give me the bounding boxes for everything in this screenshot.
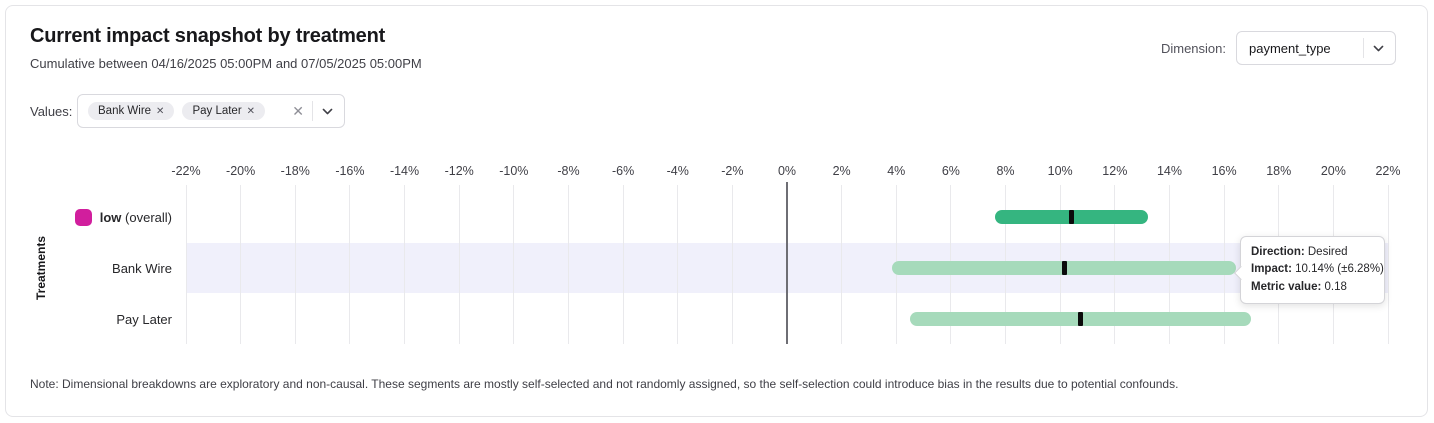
gridline <box>841 185 843 344</box>
row-label: Bank Wire <box>6 254 172 282</box>
chip-label: Pay Later <box>192 105 242 117</box>
date-range-subtitle: Cumulative between 04/16/2025 05:00PM an… <box>30 56 422 71</box>
axis-tick-label: 14% <box>1156 164 1182 178</box>
selected-value-chips: Bank Wire ✕ Pay Later ✕ <box>88 102 288 120</box>
axis-tick-label: -6% <box>611 164 635 178</box>
dimension-selected-value: payment_type <box>1249 40 1331 56</box>
row-label-text: Pay Later <box>116 311 172 327</box>
tooltip-row-label: Impact: <box>1251 263 1292 276</box>
axis-tick-label: 10% <box>1047 164 1073 178</box>
axis-tick-label: 2% <box>832 164 851 178</box>
chevron-down-icon <box>1372 42 1385 55</box>
chip-remove-icon[interactable]: ✕ <box>156 105 165 117</box>
dimension-select[interactable]: payment_type <box>1236 31 1396 65</box>
axis-tick-label: 8% <box>996 164 1015 178</box>
chip-remove-icon[interactable]: ✕ <box>246 105 256 117</box>
gridline <box>567 185 569 344</box>
gridline <box>622 185 624 344</box>
values-multiselect[interactable]: Bank Wire ✕ Pay Later ✕ ✕ <box>77 94 345 128</box>
axis-tick-label: -10% <box>499 164 529 178</box>
axis-tick-label: 0% <box>777 164 797 178</box>
tooltip-row-label: Direction: <box>1251 246 1305 258</box>
divider <box>312 101 313 121</box>
axis-tick-label: 12% <box>1102 164 1128 178</box>
row-label: low (overall) <box>6 203 172 231</box>
row-label-text: low (overall) <box>99 209 172 225</box>
tooltip-row: Metric value: 0.18 <box>1251 280 1347 293</box>
row-label: Pay Later <box>6 305 172 333</box>
filter-chip[interactable]: Pay Later ✕ <box>182 102 266 120</box>
gridline <box>185 185 187 344</box>
axis-tick-label: -4% <box>666 164 689 178</box>
gridline <box>513 185 515 344</box>
gridline <box>349 185 351 344</box>
clear-all-icon[interactable]: ✕ <box>292 102 304 119</box>
axis-tick-label: -12% <box>444 164 474 178</box>
chevron-down-icon[interactable] <box>321 105 334 118</box>
axis-tick-label: 4% <box>887 164 906 178</box>
tooltip-row: Impact: 10.14% (±6.28%) <box>1251 263 1384 276</box>
gridline <box>458 185 460 344</box>
gridline <box>404 185 406 344</box>
impact-center-tick <box>1068 210 1074 224</box>
page-title: Current impact snapshot by treatment <box>30 25 386 47</box>
axis-tick-label: -22% <box>171 164 201 178</box>
chip-label: Bank Wire <box>98 105 152 117</box>
tooltip: Direction: Desired Impact: 10.14% (±6.28%… <box>1233 236 1385 304</box>
tooltip-row-label: Metric value: <box>1251 280 1322 293</box>
axis-tick-label: -20% <box>226 164 256 178</box>
axis-tick-label: -8% <box>557 164 580 178</box>
legend-swatch <box>74 208 92 226</box>
tooltip-row: Direction: Desired <box>1251 246 1348 258</box>
gridline <box>294 185 296 344</box>
row-label-text: Bank Wire <box>112 260 172 276</box>
axis-tick-label: -2% <box>721 164 744 178</box>
axis-tick-label: 16% <box>1211 164 1237 178</box>
axis-tick-label: -18% <box>280 164 310 178</box>
impact-center-tick <box>1061 261 1067 275</box>
impact-snapshot-card: Current impact snapshot by treatment Cum… <box>5 5 1428 417</box>
values-label: Values: <box>30 104 73 119</box>
axis-tick-label: 22% <box>1375 164 1401 178</box>
footnote: Note: Dimensional breakdowns are explora… <box>30 377 1179 391</box>
divider <box>1363 38 1364 58</box>
axis-tick-label: -14% <box>389 164 420 178</box>
zero-baseline <box>786 182 788 344</box>
impact-chart: Treatments -22% -20% -18% -16% -14% -12% -10% -… <box>6 6 1427 416</box>
axis-tick-label: 6% <box>941 164 960 178</box>
impact-center-tick <box>1078 312 1084 326</box>
gridline <box>1387 185 1389 344</box>
axis-tick-label: 18% <box>1266 164 1292 178</box>
axis-tick-label: -16% <box>335 164 365 178</box>
gridline <box>677 185 679 344</box>
axis-tick-label: 20% <box>1320 164 1346 178</box>
gridline <box>240 185 242 344</box>
filter-chip[interactable]: Bank Wire ✕ <box>88 102 175 120</box>
dimension-label: Dimension: <box>1160 41 1226 56</box>
gridline <box>731 185 733 344</box>
